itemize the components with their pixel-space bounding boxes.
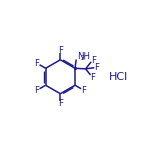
Text: F: F [81, 86, 86, 95]
Text: F: F [58, 99, 63, 108]
Text: F: F [58, 46, 63, 55]
Text: F: F [91, 56, 96, 65]
Text: F: F [94, 63, 99, 72]
Text: NH: NH [77, 52, 90, 61]
Text: F: F [35, 59, 40, 68]
Text: 2: 2 [81, 55, 85, 61]
Text: HCl: HCl [109, 72, 128, 82]
Text: F: F [90, 73, 95, 82]
Text: F: F [35, 86, 40, 95]
